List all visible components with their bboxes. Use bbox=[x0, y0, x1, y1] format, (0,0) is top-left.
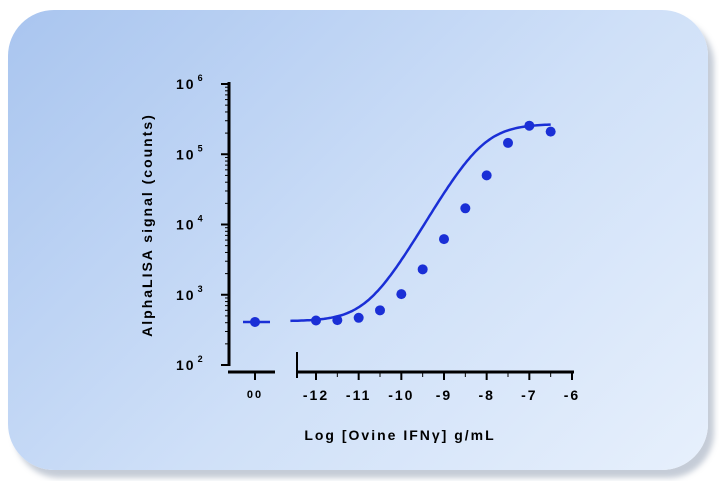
x-tick-label: -12 bbox=[303, 387, 329, 403]
data-point bbox=[524, 120, 535, 131]
data-point bbox=[396, 289, 407, 300]
y-tick-label: 10 2 bbox=[176, 354, 205, 373]
x-tick-label: -9 bbox=[436, 387, 452, 403]
y-tick-label: 10 6 bbox=[176, 73, 205, 92]
y-tick-label: 10 5 bbox=[176, 143, 205, 162]
data-point bbox=[545, 126, 556, 137]
data-point bbox=[417, 264, 428, 275]
x-tick-label: -8 bbox=[478, 387, 494, 403]
data-point bbox=[375, 305, 385, 316]
x-tick-label: -11 bbox=[346, 387, 371, 403]
data-point bbox=[332, 315, 343, 326]
x-axis-title: Log [Ovine IFNγ] g/mL bbox=[304, 427, 495, 443]
data-point bbox=[503, 137, 513, 148]
y-tick-label: 10 4 bbox=[176, 214, 205, 233]
data-point bbox=[353, 312, 364, 323]
x-tick-label: -7 bbox=[521, 387, 537, 403]
data-point bbox=[481, 170, 492, 181]
x-tick-label: -6 bbox=[564, 387, 580, 403]
background-card bbox=[8, 10, 708, 470]
x-tick-label: -10 bbox=[388, 387, 414, 403]
fit-curve bbox=[290, 123, 551, 323]
axes bbox=[221, 82, 574, 380]
y-axis-title: AlphaLISA signal (counts) bbox=[139, 113, 155, 337]
points-layer bbox=[250, 120, 556, 327]
y-tick-label: 10 3 bbox=[176, 284, 205, 303]
data-point bbox=[311, 315, 321, 326]
x-zero-tick-label: 00 bbox=[247, 389, 263, 401]
data-point bbox=[460, 203, 471, 214]
data-point bbox=[439, 234, 449, 245]
zero-dose-point bbox=[250, 316, 260, 327]
